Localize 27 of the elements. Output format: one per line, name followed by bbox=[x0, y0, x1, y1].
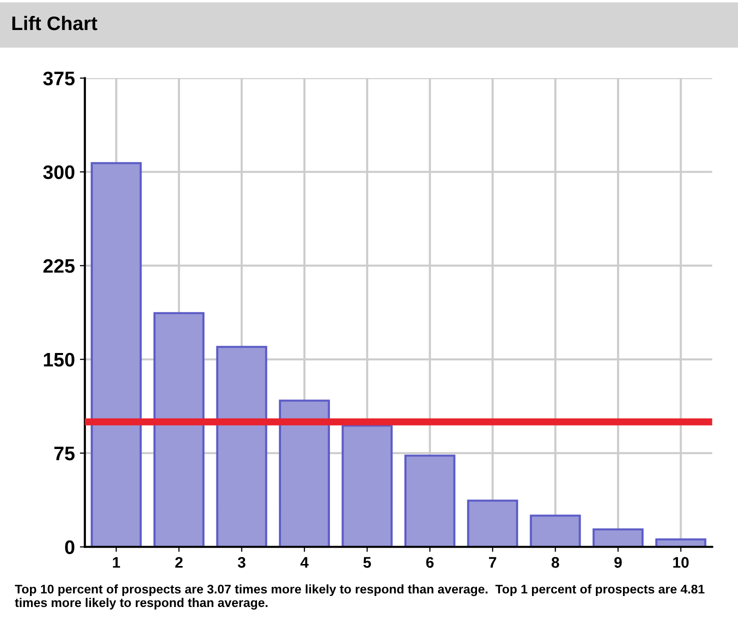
x-tick-label: 5 bbox=[363, 557, 371, 568]
text: Top 10 percent of prospects are 3.07 times more likely to respond than average. Top 1 percent of prospects are 4.81 times more likely to respond than average. bbox=[14, 584, 704, 610]
x-tick-label: 1 bbox=[112, 557, 120, 568]
bar bbox=[404, 454, 456, 547]
x-tick-label: 6 bbox=[426, 557, 434, 568]
chart-title: Lift Chart bbox=[12, 16, 98, 30]
bar bbox=[278, 400, 330, 547]
bar bbox=[530, 514, 581, 547]
x-tick-label: 10 bbox=[673, 557, 689, 568]
bar bbox=[216, 346, 268, 547]
x-tick-label: 2 bbox=[175, 557, 183, 568]
bar bbox=[342, 424, 393, 547]
x-tick-label: 8 bbox=[552, 557, 560, 568]
y-tick-label: 300 bbox=[43, 165, 74, 180]
x-tick-label: 9 bbox=[614, 557, 622, 568]
y-tick-label: 150 bbox=[44, 352, 74, 367]
y-tick-label: 375 bbox=[43, 72, 75, 86]
bar bbox=[592, 528, 644, 547]
bar bbox=[90, 162, 142, 547]
x-tick-label: 3 bbox=[238, 557, 246, 568]
bar bbox=[467, 500, 518, 547]
x-tick-label: 4 bbox=[300, 557, 309, 568]
y-tick-label: 225 bbox=[43, 259, 75, 273]
bar bbox=[153, 312, 204, 547]
y-tick-label: 75 bbox=[54, 446, 75, 460]
x-tick-label: 7 bbox=[489, 557, 496, 568]
y-tick-label: 0 bbox=[65, 540, 74, 554]
